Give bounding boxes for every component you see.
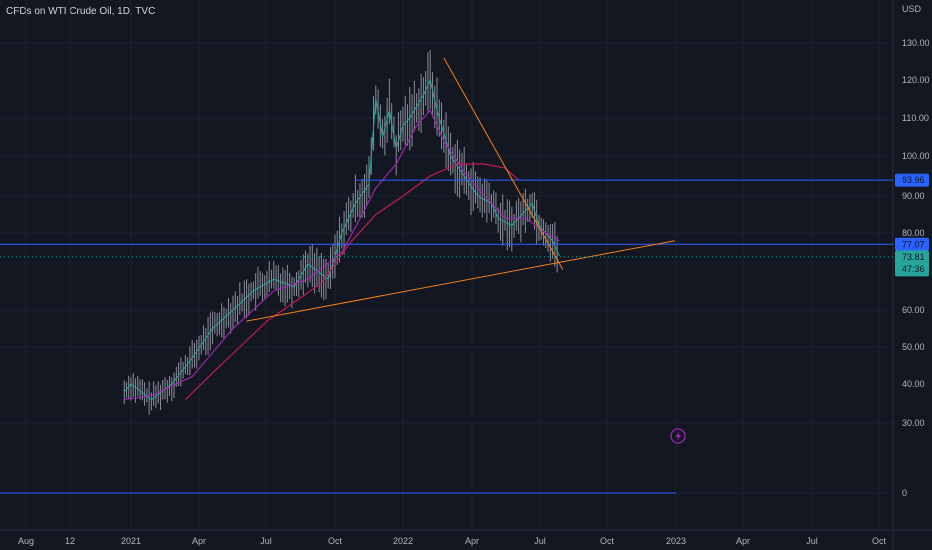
series-line-1 bbox=[123, 78, 560, 401]
last-price-text: 73.81 bbox=[902, 252, 925, 262]
y-tick-label: 40.00 bbox=[902, 379, 925, 389]
y-tick-label: 100.00 bbox=[902, 151, 930, 161]
x-tick-label: 2022 bbox=[393, 536, 413, 546]
hline-lower-price-label-box bbox=[895, 237, 929, 251]
x-tick-label: 2023 bbox=[666, 536, 686, 546]
x-tick-label: Oct bbox=[872, 536, 887, 546]
y-tick-label: 120.00 bbox=[902, 75, 930, 85]
x-tick-label: Jul bbox=[806, 536, 818, 546]
x-tick-label: Jul bbox=[260, 536, 272, 546]
x-tick-label: Apr bbox=[192, 536, 206, 546]
lightning-icon[interactable] bbox=[670, 428, 686, 444]
y-tick-label: 30.00 bbox=[902, 418, 925, 428]
trendline-1 bbox=[246, 240, 676, 322]
y-tick-label: 60.00 bbox=[902, 305, 925, 315]
x-tick-label: Jul bbox=[534, 536, 546, 546]
hline-upper-price-label-box bbox=[895, 173, 929, 187]
price-bars bbox=[123, 49, 558, 415]
x-tick-label: Oct bbox=[600, 536, 615, 546]
y-tick-label: 80.00 bbox=[902, 228, 925, 238]
x-tick-label: 2021 bbox=[121, 536, 141, 546]
chart-title: CFDs on WTI Crude Oil, 1D, TVC bbox=[6, 6, 156, 17]
countdown-text: 47:36 bbox=[902, 264, 925, 274]
series-line-2 bbox=[124, 109, 560, 401]
trendline-2 bbox=[443, 57, 564, 270]
x-tick-label: 12 bbox=[65, 536, 75, 546]
x-tick-label: Aug bbox=[18, 536, 34, 546]
y-tick-label: 90.00 bbox=[902, 191, 925, 201]
y-tick-label: 0 bbox=[902, 488, 907, 498]
y-axis-unit-label: USD bbox=[902, 4, 922, 14]
series-line-3 bbox=[184, 163, 519, 401]
y-tick-label: 110.00 bbox=[902, 113, 929, 123]
hline-upper-price-label-text: 93.96 bbox=[902, 175, 925, 185]
y-tick-label: 130.00 bbox=[902, 38, 930, 48]
last-price-box bbox=[895, 250, 929, 277]
y-tick-label: 50.00 bbox=[902, 342, 925, 352]
hline-lower-price-label-text: 77.07 bbox=[902, 239, 925, 249]
x-tick-label: Apr bbox=[465, 536, 479, 546]
x-tick-label: Oct bbox=[328, 536, 343, 546]
x-tick-label: Apr bbox=[736, 536, 750, 546]
